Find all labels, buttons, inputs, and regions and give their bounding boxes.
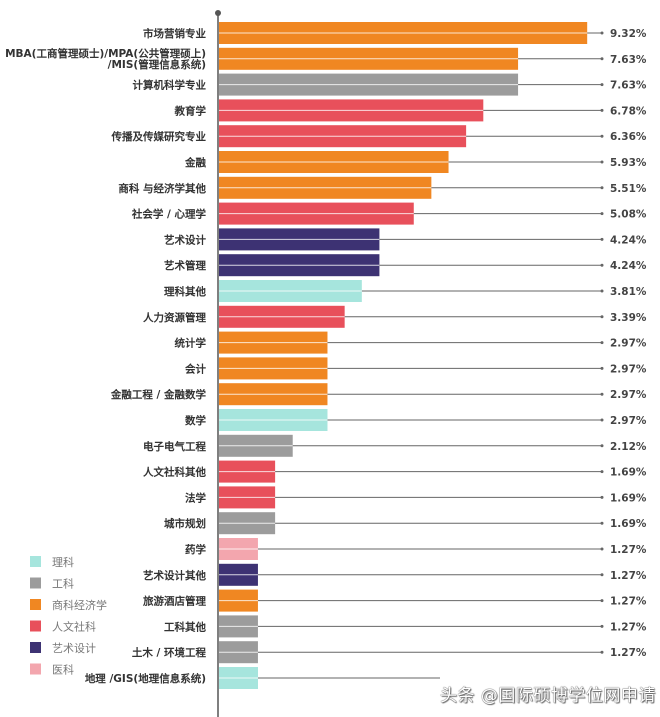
category-label: 电子电气工程 — [143, 440, 206, 453]
legend-swatch — [30, 642, 41, 653]
value-label: 1.27% — [610, 544, 647, 556]
value-label: 1.69% — [610, 518, 647, 530]
leader-dot — [600, 392, 604, 396]
leader-dot — [600, 341, 604, 345]
legend-label: 医科 — [52, 663, 74, 677]
category-label: 金融工程 / 金融数学 — [110, 388, 207, 401]
value-label: 9.32% — [610, 28, 647, 40]
legend-label: 工科 — [52, 577, 74, 591]
value-label: 1.27% — [610, 570, 647, 582]
leader-dot — [600, 212, 604, 216]
category-label: 金融 — [184, 156, 206, 169]
leader-dot — [600, 315, 604, 319]
leader-dot — [600, 495, 604, 499]
category-label: 药学 — [185, 543, 206, 556]
leader-dot — [600, 31, 604, 35]
legend-label: 商科经济学 — [52, 598, 107, 612]
leader-dot — [600, 186, 604, 190]
category-label: 社会学 / 心理学 — [131, 208, 207, 221]
value-label: 1.27% — [610, 647, 647, 659]
category-label: 艺术设计 — [164, 233, 206, 246]
leader-dot — [600, 289, 604, 293]
leader-dot — [600, 160, 604, 164]
leader-dot — [600, 134, 604, 138]
value-label: 7.63% — [610, 80, 647, 92]
legend-swatch — [30, 620, 41, 632]
category-label: 理科其他 — [164, 285, 206, 298]
leader-dot — [600, 57, 604, 61]
category-label: 人文社科其他 — [143, 466, 206, 479]
value-label: 4.24% — [610, 234, 647, 246]
value-label: 2.97% — [610, 363, 647, 375]
value-label: 3.39% — [610, 312, 647, 324]
category-label: 数学 — [184, 414, 206, 427]
category-label: 计算机科学专业 — [133, 79, 207, 92]
legend-label: 艺术设计 — [52, 642, 96, 655]
value-label: 5.08% — [610, 209, 647, 221]
axis-top-dot — [215, 10, 221, 16]
category-label: 市场营销专业 — [143, 27, 206, 40]
leader-dot — [600, 366, 604, 370]
value-label: 7.63% — [610, 54, 647, 66]
category-label: MBA(工商管理硕士)/MPA(公共管理硕上) — [5, 47, 206, 60]
value-label: 2.12% — [610, 441, 647, 453]
category-label: 法学 — [185, 491, 206, 504]
legend-swatch — [30, 663, 41, 675]
leader-dot — [600, 83, 604, 87]
value-label: 5.51% — [610, 183, 647, 195]
leader-dot — [600, 470, 604, 474]
value-label: 2.97% — [610, 338, 647, 350]
leader-dot — [600, 237, 604, 241]
legend-label: 理科 — [52, 555, 74, 569]
category-label: 旅游酒店管理 — [143, 595, 206, 608]
legend-swatch — [30, 556, 41, 567]
category-label: 艺术管理 — [164, 259, 206, 272]
value-label: 6.78% — [610, 105, 647, 117]
category-label: 土木 / 环境工程 — [132, 646, 207, 659]
leader-dot — [600, 444, 604, 448]
leader-dot — [600, 263, 604, 267]
category-label: 统计学 — [175, 337, 207, 350]
category-label: 人力资源管理 — [143, 311, 206, 324]
value-label: 1.69% — [610, 492, 647, 504]
value-label: 1.69% — [610, 467, 647, 479]
category-label: 艺术设计其他 — [143, 569, 206, 582]
leader-dot — [600, 573, 604, 577]
watermark: 头条 @国际硕博学位网申请 — [440, 686, 656, 706]
legend-label: 人文社科 — [52, 620, 96, 634]
category-label: 会计 — [185, 362, 206, 375]
value-label: 1.27% — [610, 596, 647, 608]
category-label: 商科 与经济学其他 — [118, 182, 206, 195]
category-label: 地理 /GIS(地理信息系统) — [85, 672, 206, 685]
leader-dot — [600, 547, 604, 551]
leader-dot — [600, 108, 604, 112]
leader-dot — [600, 599, 604, 603]
category-label: 传播及传媒研究专业 — [111, 130, 207, 143]
legend-swatch — [30, 577, 41, 589]
leader-dot — [600, 418, 604, 422]
leader-dot — [600, 521, 604, 525]
value-label: 2.97% — [610, 415, 647, 427]
value-label: 2.97% — [610, 389, 647, 401]
value-label: 6.36% — [610, 131, 647, 143]
leader-dot — [600, 624, 604, 628]
category-label: 工科其他 — [164, 620, 206, 633]
value-label: 5.93% — [610, 157, 647, 169]
category-label: 教育学 — [174, 104, 207, 117]
value-label: 1.27% — [610, 621, 647, 633]
value-label: 3.81% — [610, 286, 647, 298]
legend-swatch — [30, 599, 41, 610]
leader-dot — [600, 650, 604, 654]
value-label: 4.24% — [610, 260, 647, 272]
category-label: 城市规划 — [164, 517, 206, 530]
category-label: /MIS(管理信息系统) — [108, 58, 206, 71]
